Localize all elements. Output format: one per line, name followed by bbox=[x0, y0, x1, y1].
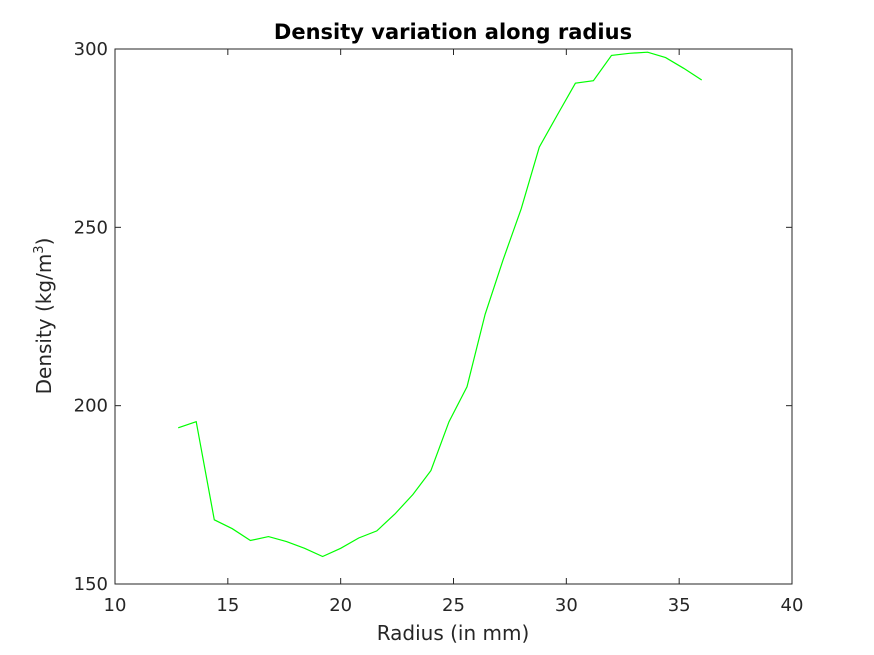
y-axis-label-superscript: 3 bbox=[32, 245, 47, 253]
y-axis-label-main: Density (kg/m bbox=[32, 254, 56, 395]
x-tick-label: 35 bbox=[668, 595, 691, 616]
x-tick-label: 10 bbox=[104, 595, 127, 616]
tick-labels: 10 15 20 25 30 35 40 150 200 250 300 bbox=[74, 39, 804, 616]
y-tick-label: 150 bbox=[74, 574, 108, 595]
x-axis-label: Radius (in mm) bbox=[377, 621, 530, 645]
plot-area bbox=[115, 49, 792, 584]
x-tick-label: 25 bbox=[442, 595, 465, 616]
x-tick-label: 40 bbox=[781, 595, 804, 616]
y-tick-label: 200 bbox=[74, 396, 108, 417]
chart-title: Density variation along radius bbox=[274, 20, 632, 44]
y-tick-label: 250 bbox=[74, 217, 108, 238]
x-tick-label: 20 bbox=[329, 595, 352, 616]
x-tick-label: 30 bbox=[555, 595, 578, 616]
density-line bbox=[178, 51, 703, 558]
x-tick-label: 15 bbox=[216, 595, 239, 616]
y-axis-label-close: ) bbox=[32, 238, 56, 246]
plot-frame bbox=[114, 48, 793, 585]
y-tick-label: 300 bbox=[74, 39, 108, 60]
y-axis-label: Density (kg/m3) bbox=[32, 238, 56, 395]
